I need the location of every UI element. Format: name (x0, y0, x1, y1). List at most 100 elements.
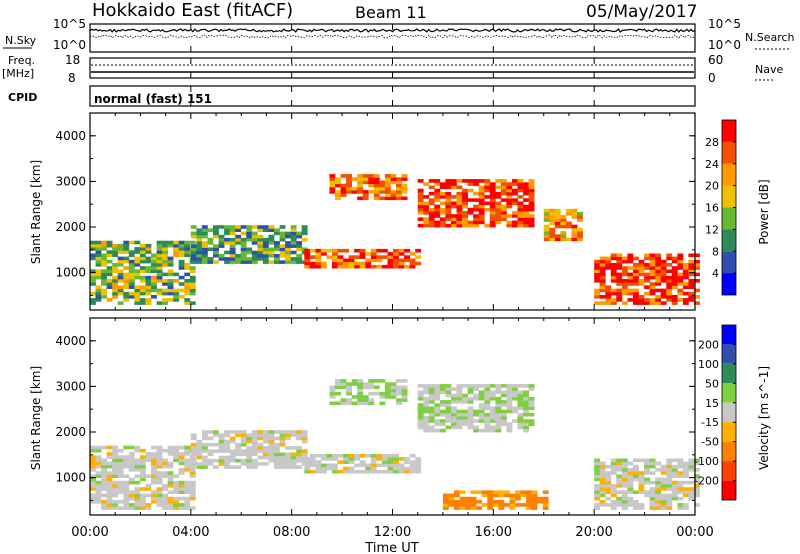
heatmap-cell (128, 493, 135, 498)
heatmap-cell (106, 269, 113, 273)
heatmap-cell (478, 419, 485, 423)
heatmap-cell (246, 250, 253, 255)
heatmap-cell (117, 288, 124, 293)
heatmap-cell (649, 266, 656, 270)
heatmap-cell (644, 493, 650, 498)
heatmap-cell (523, 220, 529, 225)
heatmap-cell (489, 390, 496, 395)
colorbar-swatch (722, 325, 736, 345)
heatmap-cell (335, 391, 341, 396)
heatmap-cell (404, 460, 410, 464)
heatmap-cell (196, 462, 203, 466)
heatmap-cell (456, 396, 463, 401)
heatmap-cell (167, 471, 174, 475)
heatmap-cell (506, 387, 513, 391)
heatmap-cell (381, 457, 388, 461)
heatmap-cell (246, 455, 253, 460)
heatmap-cell (167, 500, 174, 504)
heatmap-cell (354, 248, 361, 253)
heatmap-cell (594, 461, 601, 466)
heatmap-cell (151, 468, 157, 472)
heatmap-cell (677, 263, 684, 267)
heatmap-cell (462, 211, 468, 215)
heatmap-cell (128, 275, 135, 280)
heatmap-cell (190, 442, 197, 447)
colorbar-tick-label: 15 (705, 397, 719, 410)
heatmap-cell (190, 433, 197, 437)
heatmap-cell (688, 295, 695, 299)
heatmap-cell (398, 469, 405, 474)
heatmap-cell (644, 480, 650, 485)
heatmap-cell (688, 282, 695, 286)
heatmap-cell (279, 231, 286, 236)
heatmap-cell (401, 398, 408, 402)
heatmap-cell (262, 433, 269, 437)
heatmap-cell (616, 458, 623, 463)
heatmap-cell (526, 506, 532, 510)
heatmap-cell (106, 500, 113, 504)
heatmap-cell (201, 449, 208, 453)
heatmap-cell (462, 409, 468, 414)
heatmap-cell (565, 208, 572, 213)
heatmap-cell (649, 464, 656, 469)
heatmap-cell (542, 506, 549, 510)
heatmap-cell (201, 436, 208, 441)
heatmap-cell (442, 500, 449, 504)
heatmap-cell (512, 179, 518, 183)
heatmap-cell (348, 460, 355, 464)
heatmap-cell (268, 237, 275, 242)
heatmap-cell (320, 466, 327, 471)
heatmap-cell (638, 295, 645, 299)
heatmap-cell (207, 247, 214, 252)
heatmap-cell (112, 503, 119, 507)
heatmap-cell (495, 416, 502, 420)
heatmap-cell (542, 490, 549, 494)
heatmap-cell (415, 463, 422, 468)
heatmap-cell (156, 487, 163, 491)
heatmap-cell (434, 191, 441, 196)
nsky-tick-top: 10^5 (53, 17, 86, 31)
heatmap-cell (605, 503, 612, 507)
heatmap-cell (112, 288, 119, 293)
heatmap-cell (301, 436, 308, 441)
heatmap-cell (354, 463, 361, 468)
heatmap-cell (517, 179, 524, 183)
heatmap-cell (235, 260, 242, 264)
heatmap-cell (467, 409, 474, 414)
heatmap-cell (354, 457, 361, 461)
heatmap-cell (128, 468, 135, 472)
heatmap-cell (112, 468, 119, 472)
heatmap-cell (428, 393, 435, 398)
heatmap-cell (123, 247, 130, 251)
x-axis: 00:00 04:00 08:00 12:00 16:00 20:00 00:00 (71, 24, 714, 540)
heatmap-cell (95, 471, 102, 475)
heatmap-cell (134, 468, 141, 472)
heatmap-cell (462, 396, 468, 401)
heatmap-cell (439, 400, 446, 404)
y-tick-label: 1000 (55, 266, 86, 280)
heatmap-cell (224, 439, 230, 444)
heatmap-cell (95, 263, 102, 267)
heatmap-cell (112, 455, 119, 459)
heatmap-cell (610, 461, 617, 466)
heatmap-cell (106, 259, 113, 264)
heatmap-cell (240, 253, 247, 258)
heatmap-cell (467, 207, 474, 212)
heatmap-cell (649, 471, 656, 475)
heatmap-cell (666, 468, 673, 472)
heatmap-cell (451, 204, 457, 209)
heatmap-cell (396, 391, 402, 396)
heatmap-cell (128, 295, 135, 299)
heatmap-cell (456, 393, 463, 398)
heatmap-cell (478, 428, 485, 433)
heatmap-cell (528, 384, 535, 388)
heatmap-cell (517, 211, 524, 215)
heatmap-cell (605, 288, 612, 293)
heatmap-cell (512, 396, 518, 401)
heatmap-cell (167, 263, 174, 267)
heatmap-cell (633, 288, 639, 293)
heatmap-cell (190, 462, 197, 466)
heatmap-cell (101, 243, 107, 248)
heatmap-cell (117, 291, 124, 296)
heatmap-cell (376, 248, 383, 253)
